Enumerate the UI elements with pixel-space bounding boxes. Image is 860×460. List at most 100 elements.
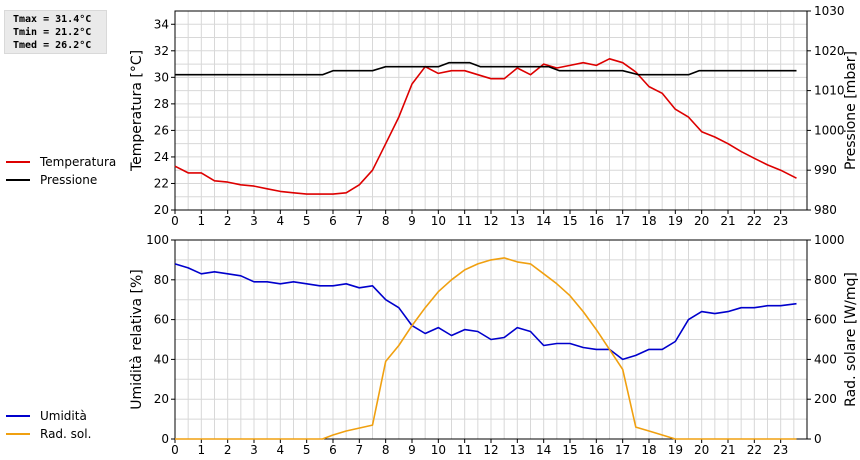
x-tick-label: 14 [536, 214, 551, 228]
x-tick-label: 5 [303, 443, 311, 457]
y-tick-label: 0 [161, 432, 169, 446]
legend-label-temperature: Temperatura [40, 155, 117, 169]
y2-axis-label: Rad. solare [W/mq] [843, 272, 859, 407]
y-tick-label: 26 [154, 123, 169, 137]
y-tick-label: 60 [154, 313, 169, 327]
x-tick-label: 1 [198, 443, 206, 457]
y2-tick-label: 980 [814, 203, 837, 217]
y-tick-label: 30 [154, 70, 169, 84]
y2-tick-label: 1020 [814, 44, 845, 58]
legend-item-temperature: Temperatura [6, 153, 116, 171]
y-axis-label: Temperatura [°C] [129, 50, 145, 172]
x-tick-label: 0 [171, 443, 179, 457]
y2-tick-label: 1030 [814, 4, 845, 18]
x-tick-label: 10 [431, 443, 446, 457]
x-tick-label: 0 [171, 214, 179, 228]
y2-tick-label: 1010 [814, 84, 845, 98]
x-tick-label: 7 [356, 214, 364, 228]
x-tick-label: 8 [382, 443, 390, 457]
tmax-text: Tmax = 31.4°C [13, 14, 92, 25]
y2-tick-label: 400 [814, 352, 837, 366]
x-tick-label: 1 [198, 214, 206, 228]
y-tick-label: 20 [154, 392, 169, 406]
x-tick-label: 9 [408, 443, 416, 457]
tmed-text: Tmed = 26.2°C [13, 40, 92, 51]
x-tick-label: 21 [720, 214, 735, 228]
x-tick-label: 5 [303, 214, 311, 228]
x-tick-label: 6 [329, 214, 337, 228]
y-tick-label: 40 [154, 352, 169, 366]
legend-bottom: Umidità Rad. sol. [6, 407, 91, 443]
x-tick-label: 6 [329, 443, 337, 457]
y2-tick-label: 1000 [814, 123, 845, 137]
x-tick-label: 14 [536, 443, 551, 457]
x-tick-label: 19 [668, 214, 683, 228]
y-axis-label: Umidità relativa [%] [129, 269, 145, 410]
stats-box: Tmax = 31.4°C Tmin = 21.2°C Tmed = 26.2°… [4, 10, 107, 54]
x-tick-label: 23 [773, 214, 788, 228]
y-tick-label: 28 [154, 97, 169, 111]
x-tick-label: 13 [510, 214, 525, 228]
x-tick-label: 8 [382, 214, 390, 228]
x-tick-label: 16 [589, 214, 604, 228]
y2-tick-label: 600 [814, 313, 837, 327]
y-tick-label: 24 [154, 150, 169, 164]
x-tick-label: 18 [641, 443, 656, 457]
x-tick-label: 11 [457, 443, 472, 457]
y2-tick-label: 800 [814, 273, 837, 287]
chart-panel-bottom: 0 1 2 3 4 5 6 7 8 9 10 11 12 13 14 15 16 17 18 19 20 21 22 2302… [129, 233, 859, 457]
x-tick-label: 19 [668, 443, 683, 457]
x-tick-label: 16 [589, 443, 604, 457]
x-tick-label: 12 [483, 443, 498, 457]
legend-label-humidity: Umidità [40, 409, 87, 423]
x-tick-label: 2 [224, 214, 232, 228]
x-tick-label: 10 [431, 214, 446, 228]
series-line-rad-sol [175, 257, 797, 440]
y-tick-label: 80 [154, 273, 169, 287]
x-tick-label: 15 [562, 443, 577, 457]
x-tick-label: 17 [615, 443, 630, 457]
y-tick-label: 32 [154, 44, 169, 58]
legend-swatch-pressure [6, 179, 30, 181]
y-tick-label: 20 [154, 203, 169, 217]
x-tick-label: 12 [483, 214, 498, 228]
legend-label-pressure: Pressione [40, 173, 98, 187]
series-line-pressione [175, 61, 797, 76]
x-tick-label: 18 [641, 214, 656, 228]
legend-swatch-solar [6, 433, 30, 435]
y-tick-label: 22 [154, 176, 169, 190]
x-tick-label: 20 [694, 443, 709, 457]
series-line-temperatura [174, 58, 797, 195]
x-tick-label: 3 [250, 214, 258, 228]
y-tick-label: 34 [154, 17, 169, 31]
x-tick-label: 3 [250, 443, 258, 457]
x-tick-label: 11 [457, 214, 472, 228]
x-tick-label: 22 [747, 443, 762, 457]
y2-tick-label: 1000 [814, 233, 845, 247]
legend-swatch-humidity [6, 415, 30, 417]
y2-tick-label: 990 [814, 163, 837, 177]
x-tick-label: 15 [562, 214, 577, 228]
x-tick-label: 22 [747, 214, 762, 228]
x-tick-label: 20 [694, 214, 709, 228]
x-tick-label: 23 [773, 443, 788, 457]
legend-swatch-temperature [6, 161, 30, 163]
x-tick-label: 9 [408, 214, 416, 228]
tmin-text: Tmin = 21.2°C [13, 27, 92, 38]
legend-top: Temperatura Pressione [6, 153, 116, 189]
chart-panel-top: 0 1 2 3 4 5 6 7 8 9 10 11 12 13 14 15 16 17 18 19 20 21 22 2320… [129, 4, 859, 228]
series-line-umidit [174, 263, 797, 361]
x-tick-label: 4 [277, 214, 285, 228]
legend-label-solar: Rad. sol. [40, 427, 92, 441]
x-tick-label: 17 [615, 214, 630, 228]
x-tick-label: 2 [224, 443, 232, 457]
x-tick-label: 4 [277, 443, 285, 457]
x-tick-label: 7 [356, 443, 364, 457]
y2-tick-label: 200 [814, 392, 837, 406]
x-tick-label: 13 [510, 443, 525, 457]
legend-item-pressure: Pressione [6, 171, 116, 189]
legend-item-solar: Rad. sol. [6, 425, 91, 443]
y-tick-label: 100 [146, 233, 169, 247]
y2-axis-label: Pressione [mbar] [843, 51, 859, 170]
